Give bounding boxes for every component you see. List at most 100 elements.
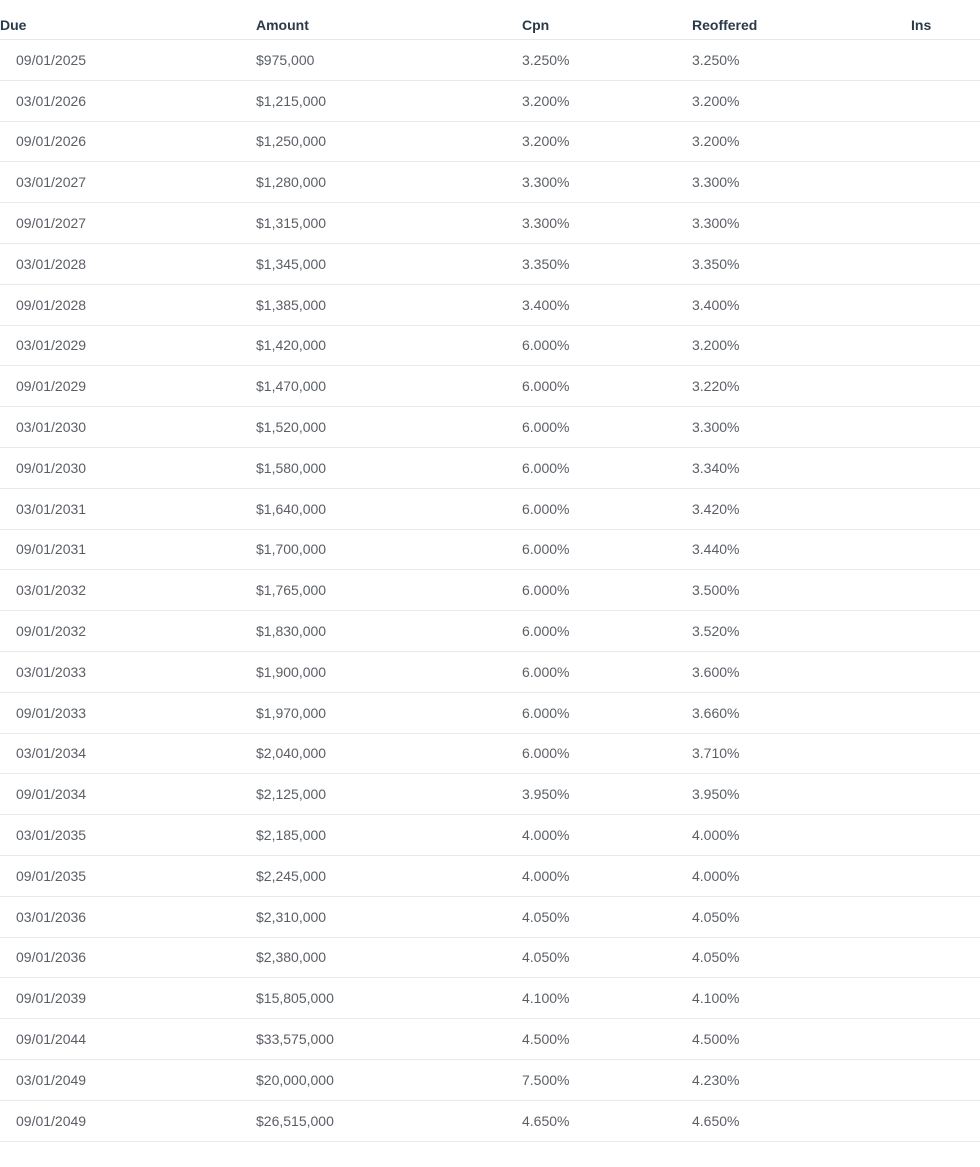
cell-amount: $26,515,000: [256, 1113, 522, 1129]
cell-due: 03/01/2036: [0, 909, 256, 925]
table-row: 09/01/2025$975,0003.250%3.250%: [0, 40, 980, 81]
cell-amount: $1,830,000: [256, 623, 522, 639]
cell-amount: $1,345,000: [256, 256, 522, 272]
cell-reoffered: 4.230%: [692, 1072, 911, 1088]
cell-cpn: 4.500%: [522, 1031, 692, 1047]
table-row: 03/01/2033$1,900,0006.000%3.600%: [0, 652, 980, 693]
cell-amount: $1,280,000: [256, 174, 522, 190]
cell-cpn: 6.000%: [522, 378, 692, 394]
table-row: 03/01/2032$1,765,0006.000%3.500%: [0, 570, 980, 611]
cell-reoffered: 3.520%: [692, 623, 911, 639]
cell-cpn: 3.350%: [522, 256, 692, 272]
cell-reoffered: 3.660%: [692, 705, 911, 721]
cell-due: 09/01/2039: [0, 990, 256, 1006]
table-row: 09/01/2033$1,970,0006.000%3.660%: [0, 693, 980, 734]
cell-due: 03/01/2029: [0, 337, 256, 353]
cell-amount: $2,245,000: [256, 868, 522, 884]
cell-due: 03/01/2035: [0, 827, 256, 843]
cell-cpn: 3.300%: [522, 174, 692, 190]
cell-due: 09/01/2026: [0, 133, 256, 149]
cell-reoffered: 3.300%: [692, 419, 911, 435]
cell-amount: $1,250,000: [256, 133, 522, 149]
cell-cpn: 4.100%: [522, 990, 692, 1006]
cell-reoffered: 4.000%: [692, 868, 911, 884]
cell-cpn: 6.000%: [522, 623, 692, 639]
cell-amount: $1,520,000: [256, 419, 522, 435]
table-row: 03/01/2027$1,280,0003.300%3.300%: [0, 162, 980, 203]
table-row: 09/01/2044$33,575,0004.500%4.500%: [0, 1019, 980, 1060]
cell-amount: $1,900,000: [256, 664, 522, 680]
cell-reoffered: 3.340%: [692, 460, 911, 476]
cell-cpn: 3.950%: [522, 786, 692, 802]
cell-cpn: 6.000%: [522, 501, 692, 517]
cell-due: 09/01/2034: [0, 786, 256, 802]
table-row: 09/01/2039$15,805,0004.100%4.100%: [0, 978, 980, 1019]
table-row: 03/01/2049$20,000,0007.500%4.230%: [0, 1060, 980, 1101]
cell-reoffered: 3.400%: [692, 297, 911, 313]
col-header-ins[interactable]: Ins: [911, 17, 964, 33]
cell-cpn: 3.300%: [522, 215, 692, 231]
cell-reoffered: 4.050%: [692, 909, 911, 925]
col-header-reoffered[interactable]: Reoffered: [692, 17, 911, 33]
cell-due: 09/01/2032: [0, 623, 256, 639]
cell-amount: $2,040,000: [256, 745, 522, 761]
cell-amount: $1,970,000: [256, 705, 522, 721]
cell-due: 09/01/2028: [0, 297, 256, 313]
cell-due: 03/01/2034: [0, 745, 256, 761]
cell-cpn: 3.200%: [522, 93, 692, 109]
table-row: 09/01/2049$26,515,0004.650%4.650%: [0, 1101, 980, 1142]
table-body: 09/01/2025$975,0003.250%3.250%03/01/2026…: [0, 40, 980, 1142]
cell-amount: $2,185,000: [256, 827, 522, 843]
cell-reoffered: 4.050%: [692, 949, 911, 965]
cell-due: 03/01/2030: [0, 419, 256, 435]
table-row: 09/01/2027$1,315,0003.300%3.300%: [0, 203, 980, 244]
cell-reoffered: 3.250%: [692, 52, 911, 68]
cell-due: 09/01/2033: [0, 705, 256, 721]
table-header-row: Due Amount Cpn Reoffered Ins: [0, 0, 980, 40]
cell-due: 09/01/2044: [0, 1031, 256, 1047]
table-row: 03/01/2035$2,185,0004.000%4.000%: [0, 815, 980, 856]
cell-reoffered: 3.710%: [692, 745, 911, 761]
bond-schedule-table: Due Amount Cpn Reoffered Ins 09/01/2025$…: [0, 0, 980, 1142]
cell-amount: $2,380,000: [256, 949, 522, 965]
cell-amount: $975,000: [256, 52, 522, 68]
cell-reoffered: 4.000%: [692, 827, 911, 843]
cell-due: 03/01/2033: [0, 664, 256, 680]
table-row: 03/01/2031$1,640,0006.000%3.420%: [0, 489, 980, 530]
table-row: 09/01/2029$1,470,0006.000%3.220%: [0, 366, 980, 407]
table-row: 09/01/2031$1,700,0006.000%3.440%: [0, 530, 980, 571]
cell-amount: $33,575,000: [256, 1031, 522, 1047]
table-row: 03/01/2036$2,310,0004.050%4.050%: [0, 897, 980, 938]
col-header-due[interactable]: Due: [0, 17, 256, 33]
table-row: 09/01/2026$1,250,0003.200%3.200%: [0, 122, 980, 163]
col-header-cpn[interactable]: Cpn: [522, 17, 692, 33]
cell-reoffered: 3.950%: [692, 786, 911, 802]
cell-amount: $15,805,000: [256, 990, 522, 1006]
table-row: 09/01/2032$1,830,0006.000%3.520%: [0, 611, 980, 652]
col-header-amount[interactable]: Amount: [256, 17, 522, 33]
cell-cpn: 6.000%: [522, 460, 692, 476]
cell-cpn: 6.000%: [522, 745, 692, 761]
cell-amount: $2,310,000: [256, 909, 522, 925]
cell-cpn: 6.000%: [522, 541, 692, 557]
table-row: 09/01/2036$2,380,0004.050%4.050%: [0, 938, 980, 979]
cell-reoffered: 4.500%: [692, 1031, 911, 1047]
cell-reoffered: 3.200%: [692, 93, 911, 109]
cell-reoffered: 3.220%: [692, 378, 911, 394]
cell-due: 09/01/2030: [0, 460, 256, 476]
cell-due: 03/01/2026: [0, 93, 256, 109]
cell-reoffered: 3.420%: [692, 501, 911, 517]
cell-amount: $1,765,000: [256, 582, 522, 598]
cell-reoffered: 3.200%: [692, 337, 911, 353]
cell-amount: $1,580,000: [256, 460, 522, 476]
cell-due: 03/01/2028: [0, 256, 256, 272]
cell-due: 03/01/2027: [0, 174, 256, 190]
cell-amount: $1,640,000: [256, 501, 522, 517]
cell-reoffered: 3.500%: [692, 582, 911, 598]
cell-cpn: 7.500%: [522, 1072, 692, 1088]
cell-cpn: 3.400%: [522, 297, 692, 313]
cell-amount: $2,125,000: [256, 786, 522, 802]
cell-reoffered: 3.300%: [692, 215, 911, 231]
cell-amount: $1,420,000: [256, 337, 522, 353]
cell-reoffered: 3.300%: [692, 174, 911, 190]
